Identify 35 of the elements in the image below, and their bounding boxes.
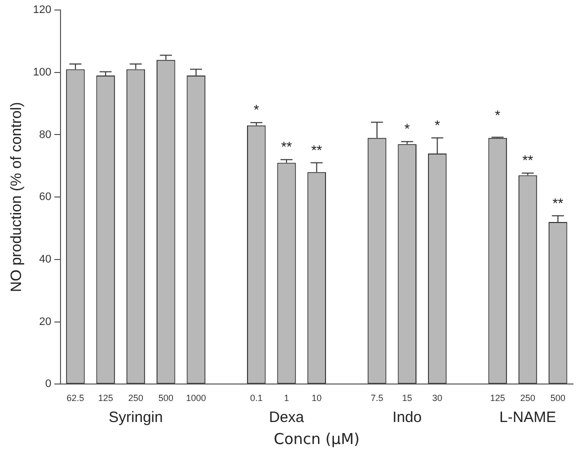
x-tick-label: 0.1 <box>250 393 263 404</box>
y-tick-label: 20 <box>39 316 52 328</box>
y-axis-title: NO production (% of control) <box>8 102 26 292</box>
data-label: * <box>494 107 501 124</box>
data-label: ** <box>281 138 293 155</box>
y-tick-label: 40 <box>39 254 52 266</box>
y-tick-label: 100 <box>32 66 52 78</box>
x-tick-label: 15 <box>402 393 412 404</box>
x-tick-label: 125 <box>490 393 506 404</box>
x-tick-label: 125 <box>98 393 114 404</box>
text: Indo <box>392 408 422 426</box>
x-tick-label: 250 <box>520 393 536 404</box>
x-tick-label: 1000 <box>186 393 206 404</box>
x-tick-label: 500 <box>550 393 566 404</box>
y-tick-label: 120 <box>32 4 52 16</box>
y-tick-label: 0 <box>45 378 52 390</box>
x-tick-label: 1 <box>284 393 290 404</box>
x-tick-label: 30 <box>432 393 442 404</box>
text: L-NAME <box>499 408 556 426</box>
x-tick-label: 10 <box>312 393 322 404</box>
x-tick-label: 250 <box>128 393 144 404</box>
x-tick-label: 62.5 <box>66 393 84 404</box>
data-label: * <box>434 116 441 133</box>
text: Dexa <box>269 408 305 426</box>
data-label: ** <box>522 152 534 168</box>
y-tick-label: 80 <box>39 128 52 141</box>
y-tick-label: 60 <box>39 191 52 204</box>
x-tick-label: 7.5 <box>370 393 384 404</box>
data-label: * <box>404 120 410 137</box>
x-tick-label: 500 <box>158 393 174 404</box>
data-label: ** <box>552 194 564 211</box>
text: Syringin <box>108 408 163 426</box>
data-label: ** <box>311 142 323 158</box>
x-axis-title: Concn (μM) <box>274 430 360 448</box>
data-label: * <box>254 102 260 118</box>
